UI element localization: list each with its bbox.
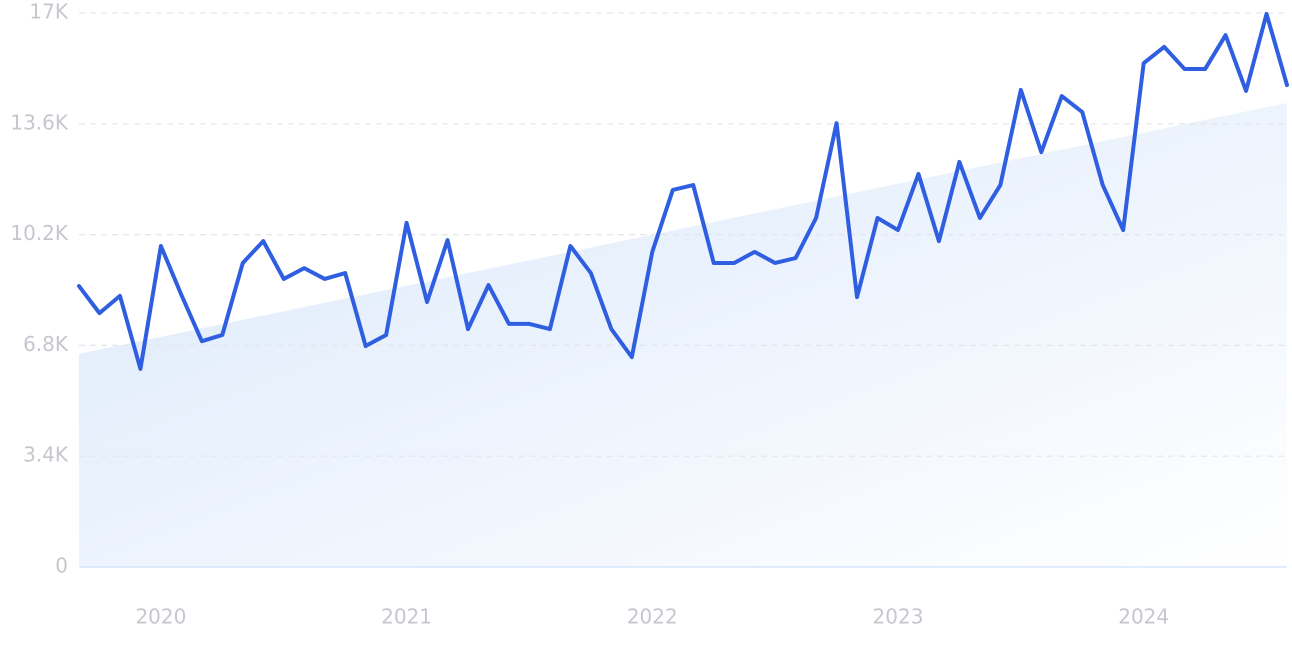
y-tick-label: 0	[55, 554, 68, 578]
y-tick-label: 17K	[29, 0, 68, 24]
trend-area	[79, 102, 1287, 567]
x-tick-label: 2020	[135, 605, 186, 629]
x-tick-label: 2022	[627, 605, 678, 629]
line	[77, 11, 1289, 371]
y-tick-label: 13.6K	[10, 110, 69, 134]
x-tick-label: 2021	[381, 605, 432, 629]
y-tick-label: 10.2K	[10, 221, 69, 245]
x-tick-label: 2023	[873, 605, 924, 629]
y-tick-label: 6.8K	[23, 332, 69, 356]
y-tick-label: 3.4K	[23, 443, 69, 467]
x-tick-label: 2024	[1118, 605, 1169, 629]
